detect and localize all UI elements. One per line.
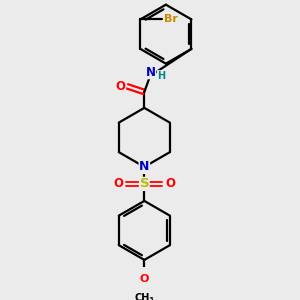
Text: Br: Br	[164, 14, 178, 24]
Text: CH₃: CH₃	[134, 293, 154, 300]
Text: H: H	[157, 70, 165, 81]
Text: S: S	[140, 177, 149, 190]
Text: O: O	[113, 177, 123, 190]
Text: N: N	[139, 160, 149, 173]
Text: N: N	[146, 66, 156, 79]
Text: O: O	[165, 177, 176, 190]
Text: O: O	[140, 274, 149, 284]
Text: O: O	[116, 80, 125, 93]
